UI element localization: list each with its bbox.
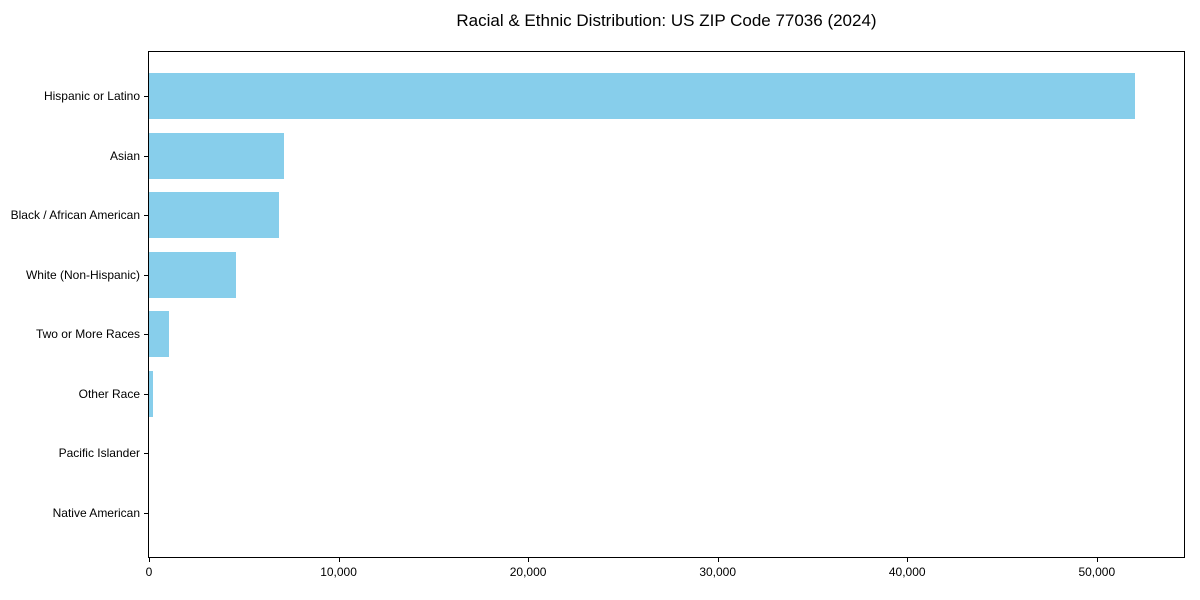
- y-tick-mark: [144, 274, 148, 276]
- bar-hispanic-or-latino: [149, 73, 1135, 119]
- bar-other-race: [149, 370, 153, 417]
- y-tick-mark: [144, 393, 148, 395]
- bar-two-or-more-races: [149, 311, 169, 358]
- x-tick-mark: [717, 558, 719, 562]
- bar-black-african-american: [149, 192, 279, 239]
- y-tick-label-hispanic-or-latino: Hispanic or Latino: [43, 89, 140, 103]
- plot-area: [148, 51, 1185, 558]
- y-tick-mark: [144, 334, 148, 336]
- y-tick-mark: [144, 215, 148, 217]
- x-tick-label-20000: 20,000: [509, 565, 547, 579]
- bar-asian: [149, 132, 284, 179]
- x-tick-mark: [528, 558, 530, 562]
- x-tick-mark: [338, 558, 340, 562]
- y-tick-label-black-african-american: Black / African American: [10, 208, 140, 223]
- x-tick-label-30000: 30,000: [699, 565, 737, 579]
- y-tick-label-other-race: Other Race: [78, 386, 140, 401]
- x-tick-label-50000: 50,000: [1078, 565, 1116, 579]
- y-tick-mark: [144, 155, 148, 157]
- y-tick-label-white-non-hispanic: White (Non-Hispanic): [25, 267, 140, 282]
- chart-title: Racial & Ethnic Distribution: US ZIP Cod…: [456, 11, 877, 30]
- bar-white-non-hispanic: [149, 251, 237, 298]
- y-tick-label-asian: Asian: [109, 148, 140, 163]
- y-tick-label-native-american: Native American: [52, 506, 140, 520]
- y-tick-mark: [144, 96, 148, 97]
- x-tick-label-10000: 10,000: [320, 565, 357, 579]
- y-tick-label-pacific-islander: Pacific Islander: [58, 446, 140, 461]
- x-tick-mark: [1096, 558, 1098, 562]
- x-tick-label-0: 0: [145, 565, 153, 579]
- y-tick-mark: [144, 513, 148, 514]
- x-tick-label-40000: 40,000: [888, 565, 926, 579]
- x-tick-mark: [149, 558, 150, 562]
- x-tick-mark: [907, 558, 909, 562]
- y-tick-label-two-or-more-races: Two or More Races: [35, 327, 140, 342]
- y-tick-mark: [144, 453, 148, 455]
